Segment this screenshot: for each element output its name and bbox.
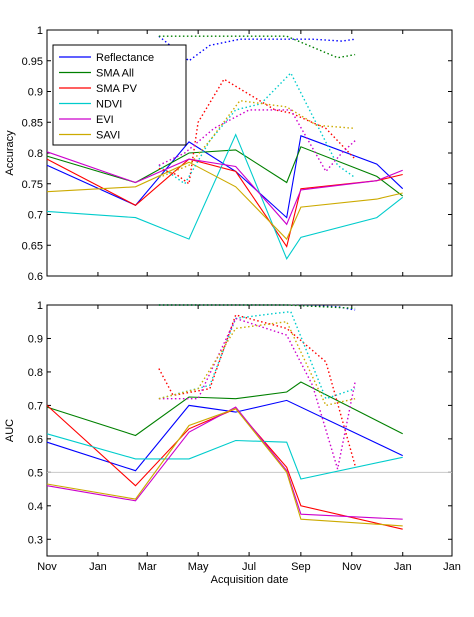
xtick-label: May <box>188 561 209 573</box>
accuracy-series-sma-all <box>46 146 404 197</box>
accuracy-ytick-label: 0.6 <box>28 271 43 283</box>
accuracy-series-dotted-7 <box>158 35 356 59</box>
auc-series-savi <box>46 408 403 527</box>
xlabel: Acquisition date <box>211 574 289 586</box>
auc-ylabel: AUC <box>4 419 16 442</box>
legend: Reflectance SMA All SMA PV NDVI EVI SAVI <box>52 44 187 146</box>
auc-ytick-label: 0.7 <box>28 400 43 412</box>
legend-entry: EVI <box>96 114 114 126</box>
accuracy-ytick-label: 0.65 <box>22 240 43 252</box>
auc-ytick-label: 1 <box>37 300 43 312</box>
xtick-label: Sep <box>291 561 311 573</box>
accuracy-axes <box>46 29 453 277</box>
legend-entry: Reflectance <box>96 52 154 64</box>
accuracy-series-evi <box>46 151 403 226</box>
xtick-label: Jan <box>394 561 412 573</box>
accuracy-ytick-label: 0.85 <box>22 117 43 129</box>
auc-axes <box>46 304 453 557</box>
accuracy-series-savi <box>46 161 403 241</box>
legend-entry: SMA PV <box>96 83 138 95</box>
accuracy-series-dotted-9 <box>158 71 356 185</box>
auc-series-sma-all <box>46 381 403 437</box>
accuracy-series-reflectance <box>46 135 404 219</box>
legend-entry: NDVI <box>96 99 122 111</box>
auc-series-dotted-6 <box>158 304 356 311</box>
legend-box <box>52 44 187 146</box>
auc-ytick-label: 0.5 <box>28 467 43 479</box>
xtick-label: Jan <box>89 561 107 573</box>
xtick-label: Nov <box>37 561 57 573</box>
accuracy-series-dotted-6 <box>158 35 356 62</box>
auc-series-dotted-8 <box>158 314 356 466</box>
accuracy-ytick-label: 0.7 <box>28 210 43 222</box>
accuracy-series-dotted-8 <box>158 78 356 186</box>
accuracy-series-dotted-11 <box>158 99 356 179</box>
auc-ytick-label: 0.6 <box>28 434 43 446</box>
xtick-label: Jul <box>242 561 256 573</box>
legend-entry: SMA All <box>96 68 134 80</box>
auc-series-reflectance <box>46 399 403 472</box>
accuracy-ytick-label: 0.75 <box>22 179 43 191</box>
accuracy-ytick-label: 1 <box>37 25 43 37</box>
accuracy-ytick-label: 0.9 <box>28 87 43 99</box>
accuracy-ytick-label: 0.8 <box>28 148 43 160</box>
xtick-label: Mar <box>138 561 157 573</box>
auc-ytick-label: 0.8 <box>28 367 43 379</box>
auc-series-dotted-9 <box>158 310 356 400</box>
auc-ytick-label: 0.4 <box>28 501 43 513</box>
auc-series-dotted-10 <box>158 317 356 470</box>
accuracy-series-ndvi <box>46 133 404 260</box>
auc-ytick-label: 0.9 <box>28 333 43 345</box>
accuracy-ylabel: Accuracy <box>4 130 16 176</box>
auc-series-evi <box>46 406 403 520</box>
xtick-label: Jan <box>443 561 461 573</box>
auc-series-ndvi <box>46 433 403 480</box>
xtick-label: Nov <box>342 561 362 573</box>
legend-entry: SAVI <box>96 130 120 142</box>
auc-ytick-label: 0.3 <box>28 534 43 546</box>
auc-series-dotted-11 <box>158 320 356 407</box>
accuracy-ytick-label: 0.95 <box>22 56 43 68</box>
